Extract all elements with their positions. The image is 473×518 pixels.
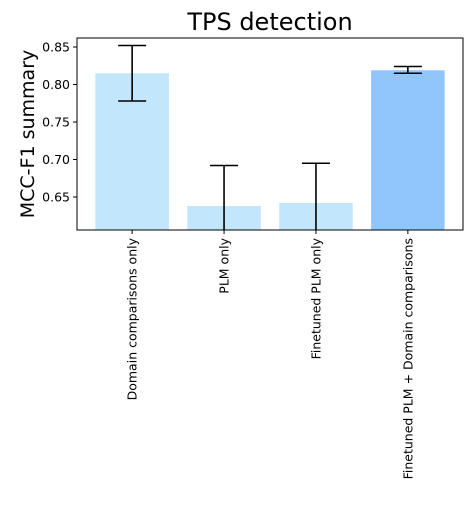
y-tick-label-2: 0.75 [42,115,70,130]
chart-title: TPS detection [186,8,352,36]
y-tick-label-0: 0.65 [42,190,70,205]
x-tick-0: Domain comparisons only [125,230,140,400]
x-axis-ticks: Domain comparisons only PLM only Finetuned… [125,230,415,479]
error-bars-group [118,44,422,230]
y-tick-0: 0.65 [42,190,77,205]
error-bar-2 [301,162,330,230]
x-tick-2: Finetuned PLM only [308,230,323,359]
plot-frame [76,37,464,231]
x-tick-label-3: Finetuned PLM + Domain comparisons [400,238,415,479]
error-bar-1 [210,164,239,230]
y-tick-label-1: 0.70 [42,152,70,167]
bar-3 [371,70,445,230]
y-tick-label-4: 0.85 [42,40,70,55]
x-tick-1: PLM only [217,230,232,294]
y-tick-label-3: 0.80 [42,77,70,92]
x-tick-3: Finetuned PLM + Domain comparisons [400,230,415,479]
y-axis-ticks: 0.65 0.70 0.75 0.80 0.85 [42,40,77,205]
x-tick-label-0: Domain comparisons only [125,237,140,400]
error-bar-3 [393,65,422,75]
error-bar-0 [118,44,147,102]
y-tick-3: 0.80 [42,77,77,92]
y-tick-1: 0.70 [42,152,77,167]
bars-group [95,70,445,230]
y-tick-2: 0.75 [42,115,77,130]
y-axis-label: MCC-F1 summary [17,50,39,219]
y-tick-4: 0.85 [42,40,77,55]
x-tick-label-2: Finetuned PLM only [308,237,323,359]
x-tick-label-1: PLM only [217,237,232,293]
